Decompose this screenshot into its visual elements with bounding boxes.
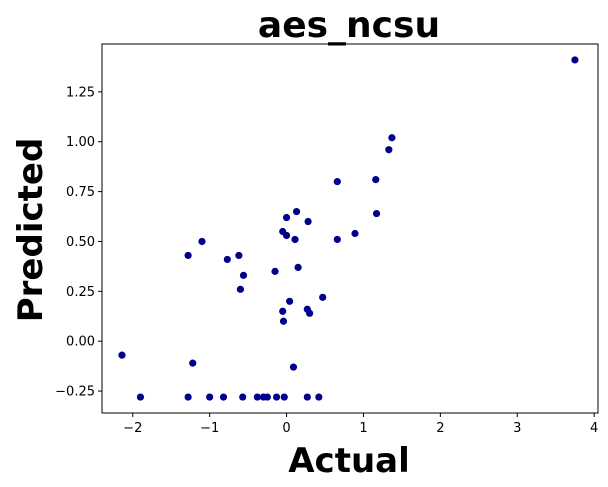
scatter-point xyxy=(351,229,359,238)
scatter-point xyxy=(239,393,247,401)
scatter-point xyxy=(184,393,192,401)
scatter-point xyxy=(333,178,341,186)
x-tick-label: 3 xyxy=(513,421,521,436)
scatter-point xyxy=(291,235,299,244)
scatter-point xyxy=(184,251,192,260)
scatter-point xyxy=(253,393,261,401)
scatter-point xyxy=(306,309,314,317)
scatter-point xyxy=(235,251,243,260)
x-tick-label: 4 xyxy=(590,421,598,436)
y-tick-label: 1.00 xyxy=(66,135,95,150)
scatter-point xyxy=(271,267,279,275)
y-axis-label: Predicted xyxy=(11,138,51,323)
scatter-point xyxy=(388,134,396,142)
scatter-point xyxy=(304,217,312,226)
scatter-point xyxy=(189,359,197,367)
scatter-point xyxy=(198,237,206,246)
y-tick-label: 0.25 xyxy=(66,285,95,300)
scatter-point xyxy=(282,213,291,222)
x-tick-label: 2 xyxy=(436,421,444,436)
y-tick-label: 1.25 xyxy=(66,85,95,100)
scatter-point xyxy=(279,317,288,325)
y-tick-label: 0.75 xyxy=(66,185,95,200)
scatter-point xyxy=(286,297,294,305)
scatter-point xyxy=(333,235,341,244)
y-tick-label: 0.50 xyxy=(66,235,95,250)
scatter-point xyxy=(118,351,126,359)
scatter-point xyxy=(294,263,302,271)
y-tick-label: −0.25 xyxy=(55,385,95,400)
scatter-point xyxy=(571,56,579,64)
scatter-point xyxy=(319,293,327,301)
scatter-point xyxy=(236,285,245,293)
scatter-point xyxy=(239,271,248,279)
x-tick-label: −1 xyxy=(200,421,219,436)
scatter-point xyxy=(272,393,281,401)
scatter-point xyxy=(292,207,301,216)
scatter-point xyxy=(289,363,298,371)
scatter-point xyxy=(263,393,271,401)
chart-title: aes_ncsu xyxy=(258,5,440,46)
scatter-point xyxy=(303,393,311,401)
x-tick-label: 0 xyxy=(282,421,290,436)
x-tick-label: −2 xyxy=(123,421,142,436)
scatter-point xyxy=(136,393,145,401)
scatter-point xyxy=(219,393,228,401)
x-tick-label: 1 xyxy=(359,421,367,436)
y-tick-label: 0.00 xyxy=(66,335,95,350)
scatter-point xyxy=(282,231,291,240)
scatter-point xyxy=(385,146,393,154)
scatter-point xyxy=(279,307,287,315)
scatter-point xyxy=(223,255,231,264)
data-points xyxy=(118,56,579,401)
y-axis-ticks: −0.25 0.00 0.25 0.50 0.75 1.00 1.25 xyxy=(55,85,102,400)
scatter-point xyxy=(206,393,214,401)
plot-frame xyxy=(101,43,599,414)
scatter-point xyxy=(280,393,288,401)
scatter-point xyxy=(315,393,323,401)
scatter-point xyxy=(372,209,381,218)
x-axis-label: Actual xyxy=(288,441,410,481)
x-axis-ticks: −2 −1 0 1 2 3 4 xyxy=(123,413,598,436)
scatter-point xyxy=(372,176,380,184)
